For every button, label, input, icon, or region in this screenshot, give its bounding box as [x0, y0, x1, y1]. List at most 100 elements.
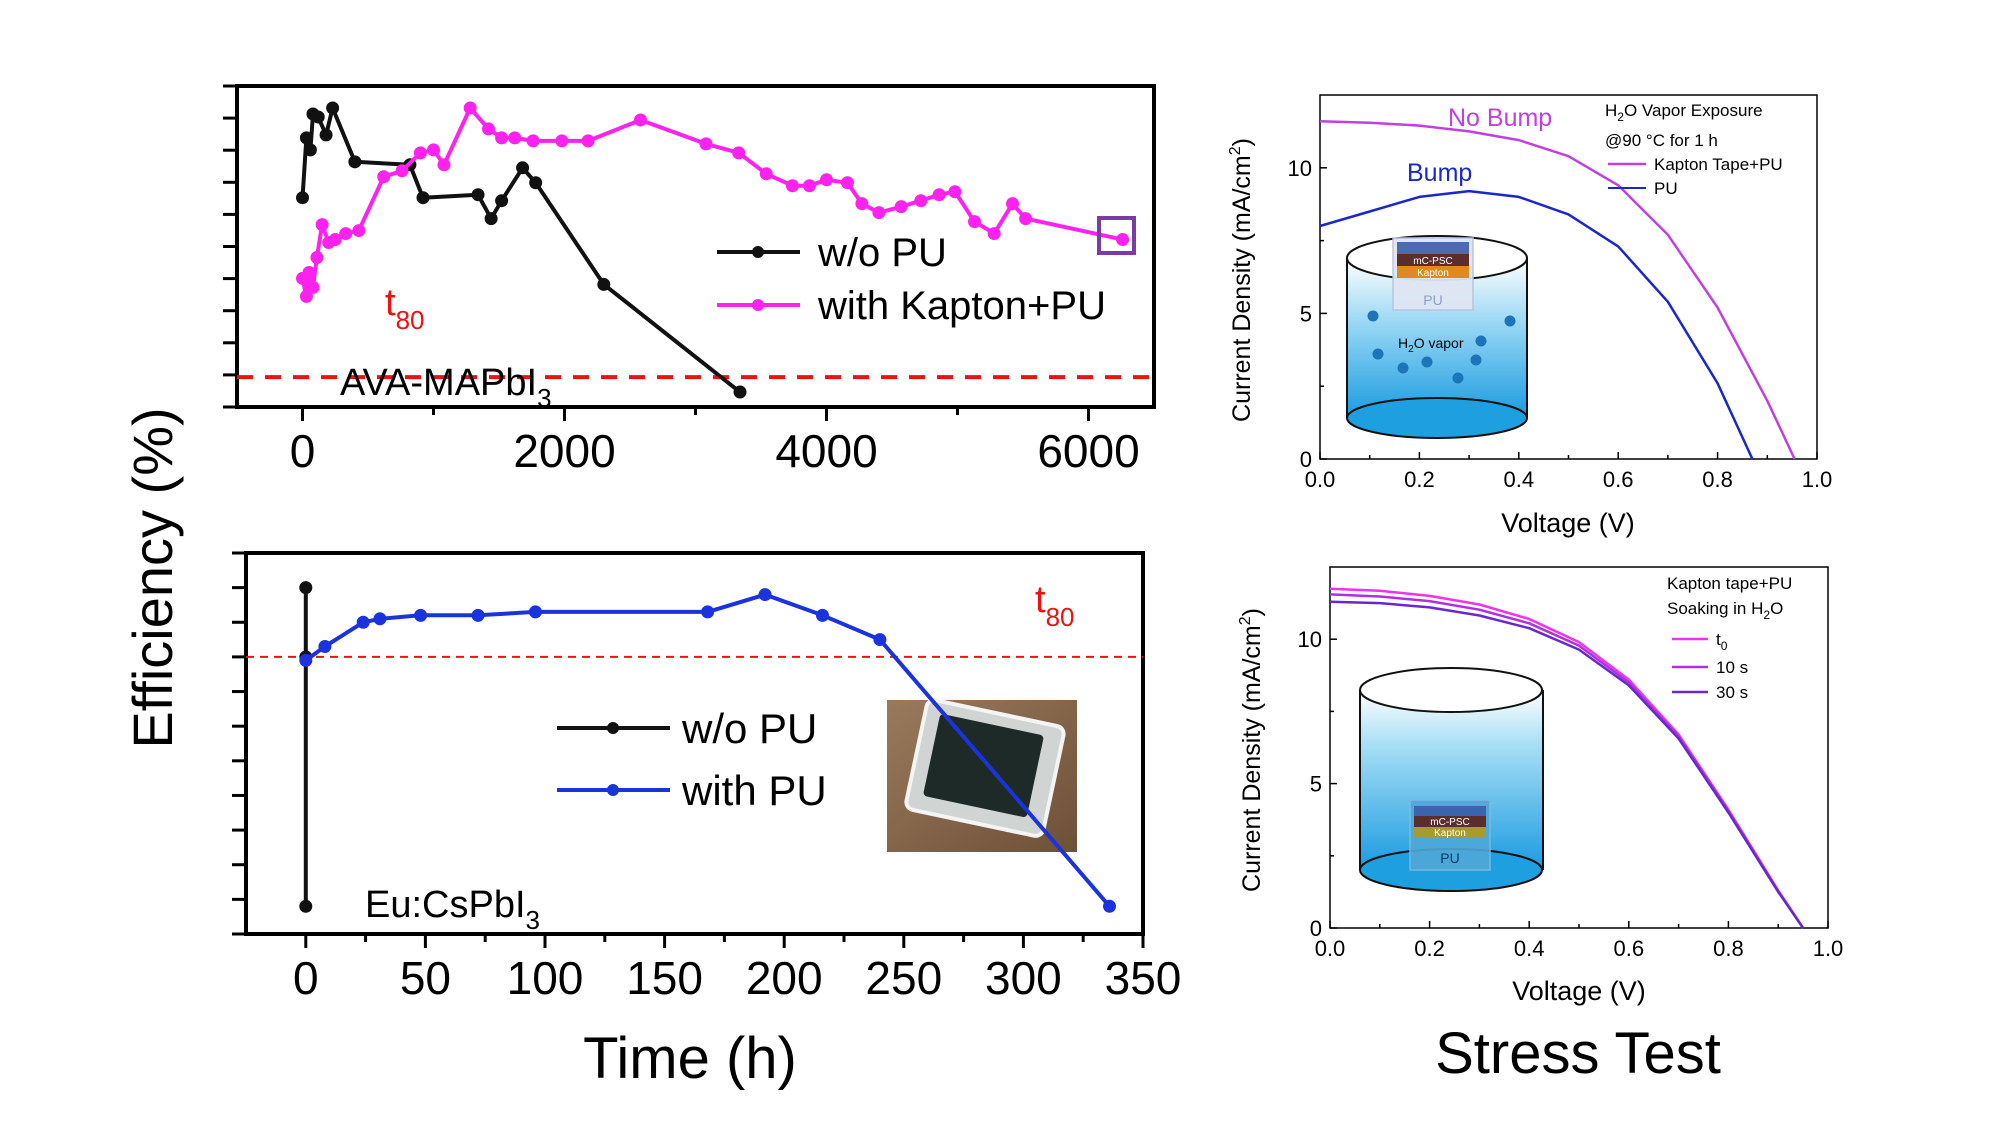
t80-label: t80 [385, 282, 424, 335]
y-ticks [232, 551, 246, 936]
data-point-with-kapton-pu [633, 113, 647, 127]
device-label-kapton: Kapton [1434, 828, 1466, 839]
x-axis-label: Voltage (V) [1501, 508, 1635, 538]
x-tick-label: 0.0 [1305, 467, 1336, 492]
x-ticks: 0 50 100 150 200 250 300 350 [293, 934, 1181, 1004]
data-point-with-kapton-pu [785, 179, 799, 193]
y-tick-label: 10 [1298, 627, 1322, 652]
x-tick-label: 0.2 [1414, 936, 1445, 961]
legend-label-t0: t0 [1716, 630, 1728, 653]
data-point-with-kapton-pu [932, 188, 946, 202]
vapor-droplet [1452, 372, 1464, 384]
annotation-no-bump: No Bump [1448, 104, 1552, 132]
data-point-with-kapton-pu [1006, 197, 1020, 211]
data-point-with-kapton-pu [495, 131, 509, 145]
device-photo [887, 698, 1077, 852]
data-point-w-o-pu [484, 212, 498, 226]
material-label: AVA-MAPbI3 [340, 362, 552, 413]
x-tick-label: 0.4 [1514, 936, 1545, 961]
data-point-with-kapton-pu [315, 218, 329, 232]
material-label: Eu:CsPbI3 [365, 884, 540, 935]
data-point-w-o-pu [597, 277, 611, 291]
legend: w/o PU with Kapton+PU [717, 231, 1106, 328]
vapor-droplet [1475, 335, 1487, 347]
data-point-with-kapton-pu [555, 134, 569, 148]
data-point-with-kapton-pu [820, 173, 833, 187]
data-point-with-pu [873, 633, 887, 647]
x-tick-label: 6000 [1037, 425, 1139, 477]
legend-label-with-pu: with PU [681, 767, 827, 814]
annotation-bump: Bump [1407, 159, 1472, 187]
x-tick-label: 1.0 [1802, 467, 1833, 492]
data-point-with-kapton-pu [802, 179, 816, 193]
series-group [1319, 119, 1796, 460]
data-point-with-kapton-pu [914, 194, 928, 208]
x-tick-label: 300 [985, 952, 1062, 1004]
plot-frame [244, 551, 1145, 936]
device-layer-mc-psc [1414, 816, 1486, 827]
y-tick-label: 0 [1300, 447, 1312, 472]
device-label-pu: PU [1423, 292, 1442, 308]
y-tick-label: 5 [1300, 301, 1312, 326]
data-point-with-kapton-pu [310, 251, 324, 264]
data-point-with-kapton-pu [508, 131, 522, 145]
data-point-with-pu [1103, 899, 1117, 913]
data-point-with-kapton-pu [759, 167, 773, 181]
legend-label-10s: 10 s [1716, 658, 1748, 677]
data-point-with-kapton-pu [352, 224, 366, 238]
x-tick-label: 0 [293, 952, 319, 1004]
x-tick-label: 0.8 [1702, 467, 1733, 492]
x-tick-label: 250 [865, 952, 942, 1004]
series-line-w-o-pu [300, 106, 742, 394]
x-ticks: 0 2000 4000 6000 [290, 407, 1140, 477]
y-tick-label: 5 [1310, 772, 1322, 797]
data-point-w-o-pu [296, 191, 309, 205]
series-line-pu [1319, 189, 1754, 460]
highlight-box [1097, 216, 1136, 255]
series-group [1329, 587, 1805, 929]
chart-top-left: 0 2000 4000 6000 t80 AVA-MAPbI3 w/o PU with… [223, 84, 1156, 477]
data-point-with-pu [758, 588, 772, 602]
device-layer-top [1397, 242, 1469, 254]
data-point-with-pu [356, 615, 370, 629]
legend: w/o PU with PU [557, 705, 827, 814]
legend-label-with-kapton-pu: with Kapton+PU [817, 284, 1106, 328]
x-tick-label: 0.2 [1404, 467, 1435, 492]
x-tick-label: 4000 [775, 425, 877, 477]
x-tick-label: 100 [507, 952, 584, 1004]
x-tick-label: 0.6 [1614, 936, 1645, 961]
data-point-w-o-pu [495, 194, 509, 208]
x-tick-label: 50 [400, 952, 451, 1004]
t80-label: t80 [1035, 579, 1074, 632]
data-point-with-kapton-pu [306, 280, 320, 294]
data-point-with-kapton-pu [413, 146, 427, 160]
legend-label-30s: 30 s [1716, 683, 1748, 702]
legend-label-pu: PU [1654, 179, 1678, 198]
axis-ticks: 0.0 0.2 0.4 0.6 0.8 1.0 0 5 10 [1288, 156, 1833, 492]
data-point-with-kapton-pu [855, 197, 869, 211]
legend-marker-with-kapton-pu [752, 299, 764, 311]
data-point-with-kapton-pu [1019, 212, 1033, 226]
vapor-droplet [1421, 356, 1433, 368]
device-layer-top [1414, 806, 1486, 816]
series-group [299, 581, 1117, 913]
data-point-with-kapton-pu [377, 170, 391, 184]
legend-label-kapton-tape-pu: Kapton Tape+PU [1654, 155, 1783, 174]
data-point-with-kapton-pu [463, 101, 477, 115]
legend-marker-wo-pu [752, 246, 764, 258]
x-axis-label: Voltage (V) [1512, 976, 1646, 1006]
data-point-with-kapton-pu [299, 289, 313, 303]
data-point-w-o-pu [326, 101, 340, 115]
data-point-w-o-pu [348, 155, 362, 169]
data-point-with-kapton-pu [872, 206, 886, 220]
legend-label-wo-pu: w/o PU [817, 231, 947, 275]
vapor-droplet [1504, 315, 1516, 327]
data-point-w-o-pu [303, 143, 317, 157]
vapor-droplet [1372, 348, 1384, 360]
series-group [296, 101, 1130, 399]
chart-top-right: 0.0 0.2 0.4 0.6 0.8 1.0 0 5 10 Current Density (… [1227, 94, 1833, 538]
vapor-droplets [1367, 310, 1516, 384]
x-tick-label: 350 [1105, 952, 1182, 1004]
device-layer-kapton [1397, 266, 1469, 278]
series-line-30-s [1329, 600, 1805, 929]
